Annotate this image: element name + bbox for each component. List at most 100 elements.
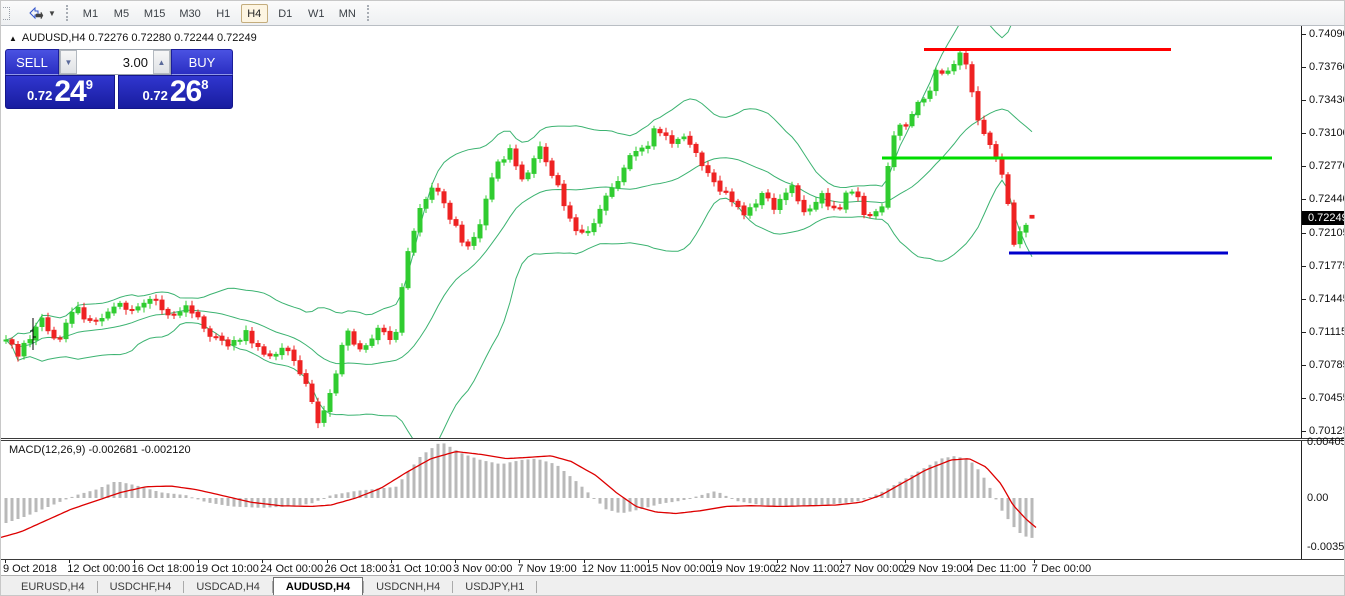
timeframe-button-m15[interactable]: M15 xyxy=(143,7,166,20)
tile-windows-icon[interactable] xyxy=(26,4,46,22)
macd-histogram-bar xyxy=(496,463,500,498)
macd-histogram-bar xyxy=(1030,498,1034,538)
candle-body xyxy=(15,344,21,357)
timeframe-button-h1[interactable]: H1 xyxy=(216,7,231,20)
chart-macd-separator[interactable] xyxy=(1,438,1344,441)
candle-body xyxy=(771,197,777,210)
macd-indicator-canvas[interactable] xyxy=(1,441,1301,560)
macd-histogram-bar xyxy=(910,474,914,498)
tab-eurusd-h4[interactable]: EURUSD,H4 xyxy=(21,581,85,593)
macd-histogram-bar xyxy=(184,495,188,498)
macd-histogram-bar xyxy=(478,459,482,498)
candle-body xyxy=(441,191,447,204)
candle-body xyxy=(483,198,489,226)
candle-body xyxy=(477,224,483,239)
tab-audusd-h4[interactable]: AUDUSD,H4 xyxy=(272,577,364,595)
macd-histogram-bar xyxy=(892,485,896,498)
candle-body xyxy=(87,318,93,321)
sell-price-pip: 9 xyxy=(85,77,93,92)
time-axis-tick xyxy=(969,560,971,563)
macd-histogram-bar xyxy=(844,498,848,503)
candle-body xyxy=(285,347,291,352)
candle-body xyxy=(1011,202,1017,245)
sell-button[interactable]: SELL xyxy=(5,49,59,75)
candle-body xyxy=(273,353,279,357)
candle-body xyxy=(627,155,633,170)
candle-body xyxy=(915,101,921,116)
candle-body xyxy=(339,344,345,375)
macd-histogram-bar xyxy=(976,469,980,498)
macd-histogram-bar xyxy=(754,498,758,505)
timeframe-button-h4[interactable]: H4 xyxy=(240,3,268,23)
candle-body xyxy=(309,383,315,403)
tab-usdjpy-h1[interactable]: USDJPY,H1 xyxy=(465,581,525,593)
buy-price-display[interactable]: 0.72 26 8 xyxy=(118,75,233,109)
time-axis-tick xyxy=(326,560,328,563)
candle-body xyxy=(423,199,429,209)
macd-histogram-bar xyxy=(784,498,788,507)
macd-histogram-bar xyxy=(430,448,434,498)
candle-body xyxy=(993,144,999,159)
candle-body xyxy=(543,146,549,163)
timeframe-button-mn[interactable]: MN xyxy=(338,7,356,20)
timeframe-button-m30[interactable]: M30 xyxy=(179,7,201,20)
tab-usdcad-h4[interactable]: USDCAD,H4 xyxy=(196,581,260,593)
time-axis-tick xyxy=(1033,560,1035,563)
macd-histogram-bar xyxy=(412,464,416,498)
macd-histogram-bar xyxy=(760,498,764,506)
candle-body xyxy=(375,327,381,341)
macd-histogram-bar xyxy=(544,461,548,498)
macd-histogram-bar xyxy=(64,498,68,500)
volume-decrease-button[interactable]: ▼ xyxy=(60,50,77,74)
candle-body xyxy=(699,152,705,167)
time-axis-tick xyxy=(133,560,135,563)
candle-body xyxy=(849,191,855,194)
macd-histogram-bar xyxy=(334,494,338,498)
candle-body xyxy=(651,128,657,147)
price-chart-canvas[interactable] xyxy=(1,26,1301,438)
volume-value[interactable]: 3.00 xyxy=(77,50,153,74)
price-axis-label: 0.72440 xyxy=(1309,193,1345,205)
candle-body xyxy=(213,336,219,339)
time-axis-label: 3 Nov 00:00 xyxy=(453,563,513,575)
sell-price-display[interactable]: 0.72 24 9 xyxy=(5,75,115,109)
candle-body xyxy=(297,360,303,375)
macd-histogram-bar xyxy=(232,498,236,507)
candle-body xyxy=(75,306,81,314)
bollinger-lower-band xyxy=(5,179,1033,438)
timeframe-button-d1[interactable]: D1 xyxy=(278,7,293,20)
candle-body xyxy=(999,158,1005,175)
macd-histogram-bar xyxy=(502,463,506,498)
tab-usdcnh-h4[interactable]: USDCNH,H4 xyxy=(376,581,441,593)
candle-body xyxy=(33,326,39,341)
buy-button[interactable]: BUY xyxy=(171,49,233,75)
tab-usdchf-h4[interactable]: USDCHF,H4 xyxy=(109,581,172,593)
macd-histogram-bar xyxy=(1018,498,1022,533)
candle-body xyxy=(261,346,267,355)
timeframe-button-m1[interactable]: M1 xyxy=(82,7,99,20)
price-axis-label: 0.72770 xyxy=(1309,160,1345,172)
macd-histogram-bar xyxy=(130,484,134,498)
symbol-ohlc-line: ▲ AUDUSD,H4 0.72276 0.72280 0.72244 0.72… xyxy=(9,32,257,44)
macd-histogram-bar xyxy=(652,498,656,506)
macd-histogram-bar xyxy=(772,498,776,506)
candle-body xyxy=(267,353,273,357)
timeframe-button-m5[interactable]: M5 xyxy=(113,7,130,20)
candle-body xyxy=(135,306,141,311)
candle-body xyxy=(975,91,981,121)
candle-body xyxy=(381,327,387,333)
timeframe-button-w1[interactable]: W1 xyxy=(307,7,325,20)
macd-histogram-bar xyxy=(658,498,662,504)
candle-body xyxy=(669,135,675,144)
candle-body xyxy=(465,241,471,247)
macd-histogram-bar xyxy=(400,479,404,498)
toolbar-grip xyxy=(65,5,71,21)
sell-price-prefix: 0.72 xyxy=(27,88,53,103)
chevron-down-icon[interactable]: ▼ xyxy=(48,8,56,18)
candle-body xyxy=(579,229,585,233)
price-axis-label: 0.70125 xyxy=(1309,424,1345,437)
price-axis-label: 0.74090 xyxy=(1309,28,1345,40)
candle-body xyxy=(603,195,609,211)
volume-increase-button[interactable]: ▲ xyxy=(153,50,170,74)
macd-histogram-bar xyxy=(958,457,962,498)
